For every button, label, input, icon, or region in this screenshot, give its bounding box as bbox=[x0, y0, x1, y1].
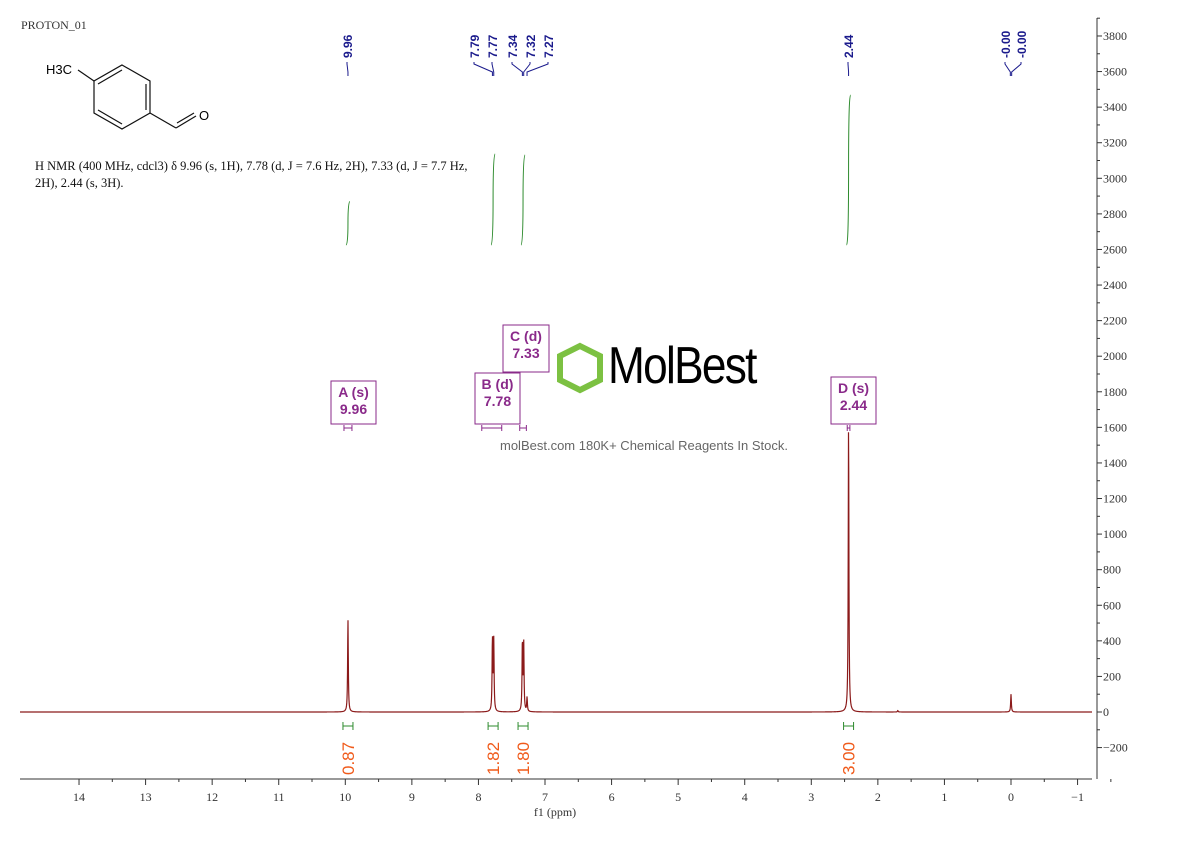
peak-label: 2.44 bbox=[842, 34, 856, 58]
peak-label-leader bbox=[491, 62, 495, 76]
y-tick-label: −200 bbox=[1103, 741, 1128, 755]
integral-bar bbox=[487, 722, 499, 730]
x-axis-label: f1 (ppm) bbox=[534, 805, 576, 819]
integral-curve bbox=[345, 201, 351, 246]
oxygen-label: O bbox=[199, 108, 209, 123]
molbest-logo-icon bbox=[557, 342, 603, 394]
x-tick-label: 3 bbox=[808, 790, 814, 804]
x-tick-label: 7 bbox=[542, 790, 548, 804]
peak-label: 7.27 bbox=[542, 34, 556, 58]
multiplet-range bbox=[343, 425, 353, 431]
y-tick-label: 3200 bbox=[1103, 136, 1127, 150]
y-tick-label: 3000 bbox=[1103, 171, 1127, 185]
multiplet-label: D (s) bbox=[838, 380, 869, 396]
peak-label: 7.77 bbox=[486, 34, 500, 58]
molecule-structure bbox=[77, 64, 197, 130]
multiplet-range bbox=[846, 425, 851, 431]
x-tick-label: 0 bbox=[1008, 790, 1014, 804]
y-tick-label: 2000 bbox=[1103, 349, 1127, 363]
peak-label-leader bbox=[1004, 62, 1011, 76]
multiplet-shift: 9.96 bbox=[340, 401, 367, 417]
y-tick-label: 2200 bbox=[1103, 314, 1127, 328]
x-tick-label: 6 bbox=[609, 790, 615, 804]
x-tick-label: 14 bbox=[73, 790, 85, 804]
y-tick-label: 800 bbox=[1103, 563, 1121, 577]
nmr-description: H NMR (400 MHz, cdcl3) δ 9.96 (s, 1H), 7… bbox=[35, 159, 468, 190]
multiplet-box bbox=[474, 372, 521, 425]
x-tick-label: 10 bbox=[339, 790, 351, 804]
integral-curve bbox=[490, 153, 496, 246]
spectrum-title: PROTON_01 bbox=[21, 18, 87, 32]
multiplet-box bbox=[830, 376, 877, 425]
y-tick-label: 3400 bbox=[1103, 100, 1127, 114]
peak-label: 7.32 bbox=[524, 34, 538, 58]
integral-value: 0.87 bbox=[339, 742, 358, 775]
x-tick-label: 11 bbox=[273, 790, 285, 804]
x-tick-label: 2 bbox=[875, 790, 881, 804]
peak-label-leader bbox=[1011, 62, 1022, 76]
x-tick-label: 8 bbox=[475, 790, 481, 804]
integral-value: 1.80 bbox=[514, 742, 533, 775]
x-tick-label: 4 bbox=[742, 790, 748, 804]
peak-label-leader bbox=[511, 62, 523, 76]
y-tick-label: 0 bbox=[1103, 705, 1109, 719]
multiplet-range bbox=[519, 425, 527, 431]
y-tick-label: 2600 bbox=[1103, 242, 1127, 256]
watermark-logo: MolBest bbox=[608, 337, 757, 395]
y-tick-label: 1800 bbox=[1103, 385, 1127, 399]
x-tick-label: 5 bbox=[675, 790, 681, 804]
y-tick-label: 600 bbox=[1103, 598, 1121, 612]
integral-bar bbox=[517, 722, 529, 730]
y-tick-label: 1000 bbox=[1103, 527, 1127, 541]
peak-label-leader bbox=[526, 62, 549, 76]
peak-label: 7.34 bbox=[506, 34, 520, 58]
peak-label: 7.79 bbox=[468, 34, 482, 58]
y-tick-label: 1400 bbox=[1103, 456, 1127, 470]
multiplet-box bbox=[330, 380, 377, 425]
integral-value: 1.82 bbox=[484, 742, 503, 775]
x-tick-label: 12 bbox=[206, 790, 218, 804]
watermark-tagline: molBest.com 180K+ Chemical Reagents In S… bbox=[500, 438, 788, 453]
integral-bar bbox=[843, 722, 855, 730]
multiplet-shift: 7.78 bbox=[484, 393, 511, 409]
y-tick-label: 400 bbox=[1103, 634, 1121, 648]
x-tick-label: −1 bbox=[1071, 790, 1084, 804]
x-tick-label: 1 bbox=[941, 790, 947, 804]
peak-label-leader bbox=[346, 62, 349, 76]
y-tick-label: 200 bbox=[1103, 669, 1121, 683]
integral-bar bbox=[342, 722, 354, 730]
y-tick-label: 1200 bbox=[1103, 492, 1127, 506]
multiplet-label: A (s) bbox=[338, 384, 369, 400]
multiplet-label: B (d) bbox=[482, 376, 514, 392]
multiplet-label: C (d) bbox=[510, 328, 542, 344]
peak-label-leader bbox=[473, 62, 493, 76]
y-tick-label: 1600 bbox=[1103, 420, 1127, 434]
peak-label: 9.96 bbox=[341, 34, 355, 58]
x-tick-label: 13 bbox=[140, 790, 152, 804]
integral-curve bbox=[520, 154, 526, 246]
spectrum-line bbox=[20, 432, 1092, 713]
integral-curve bbox=[846, 94, 852, 246]
y-tick-label: 2800 bbox=[1103, 207, 1127, 221]
multiplet-shift: 2.44 bbox=[840, 397, 867, 413]
multiplet-range bbox=[481, 425, 503, 431]
integral-value: 3.00 bbox=[840, 742, 859, 775]
y-tick-label: 3800 bbox=[1103, 29, 1127, 43]
peak-label: -0.00 bbox=[1015, 30, 1029, 58]
methyl-label: H3C bbox=[46, 62, 72, 77]
y-tick-label: 2400 bbox=[1103, 278, 1127, 292]
x-tick-label: 9 bbox=[409, 790, 415, 804]
peak-label: -0.00 bbox=[999, 30, 1013, 58]
multiplet-shift: 7.33 bbox=[512, 345, 539, 361]
y-tick-label: 3600 bbox=[1103, 65, 1127, 79]
peak-label-leader bbox=[523, 62, 531, 76]
peak-label-leader bbox=[847, 62, 850, 76]
multiplet-box bbox=[502, 324, 550, 373]
